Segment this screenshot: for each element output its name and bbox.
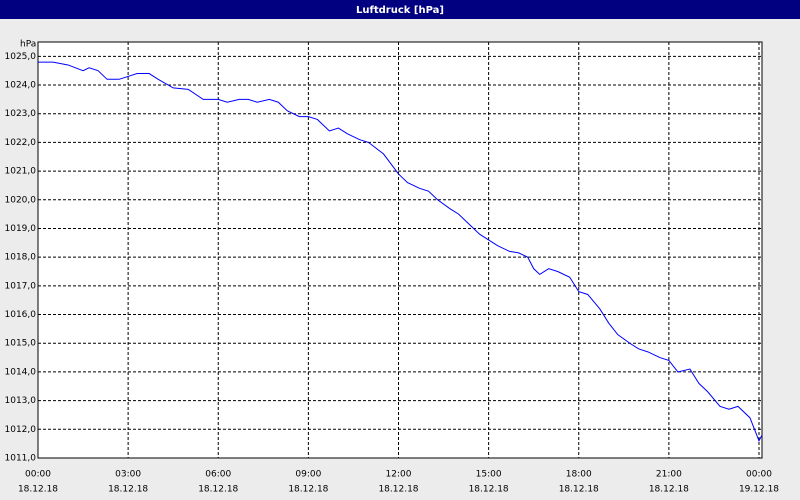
y-tick-label: 1011,0 [5, 454, 37, 464]
x-tick-label: 15:00 [476, 470, 502, 480]
x-tick-label: 00:00 [25, 470, 51, 480]
y-tick-label: 1024,0 [5, 81, 37, 91]
y-tick-label: 1018,0 [5, 253, 37, 263]
x-tick-date: 18.12.18 [649, 485, 689, 495]
plot-area [37, 41, 763, 459]
x-tick-label: 06:00 [205, 470, 231, 480]
y-tick-label: 1019,0 [5, 224, 37, 234]
x-tick-label: 09:00 [295, 470, 321, 480]
y-tick-label: 1022,0 [5, 138, 37, 148]
y-tick-label: 1012,0 [5, 425, 37, 435]
x-tick-label: 21:00 [656, 470, 682, 480]
y-tick-label: 1013,0 [5, 396, 37, 406]
x-tick-date: 18.12.18 [559, 485, 599, 495]
y-tick-label: 1021,0 [5, 167, 37, 177]
x-tick-label: 00:00 [746, 470, 772, 480]
x-tick-date: 18.12.18 [378, 485, 418, 495]
x-tick-date: 18.12.18 [288, 485, 328, 495]
y-tick-label: 1020,0 [5, 195, 37, 205]
x-tick-label: 03:00 [115, 470, 141, 480]
x-tick-date: 18.12.18 [108, 485, 148, 495]
x-tick-label: 18:00 [566, 470, 592, 480]
data-line [38, 61, 763, 442]
x-tick-date: 18.12.18 [18, 485, 58, 495]
y-tick-label: 1017,0 [5, 281, 37, 291]
y-tick-label: 1016,0 [5, 310, 37, 320]
x-tick-date: 19.12.18 [739, 485, 779, 495]
chart-title: Luftdruck [hPa] [356, 5, 444, 16]
y-tick-label: 1023,0 [5, 109, 37, 119]
y-tick-label: 1015,0 [5, 339, 37, 349]
y-tick-label: 1014,0 [5, 367, 37, 377]
title-bar [0, 0, 800, 19]
y-tick-label: 1025,0 [5, 52, 37, 62]
x-tick-label: 12:00 [386, 470, 412, 480]
y-axis-label: hPa [20, 40, 36, 50]
x-tick-date: 18.12.18 [469, 485, 509, 495]
x-tick-date: 18.12.18 [198, 485, 238, 495]
